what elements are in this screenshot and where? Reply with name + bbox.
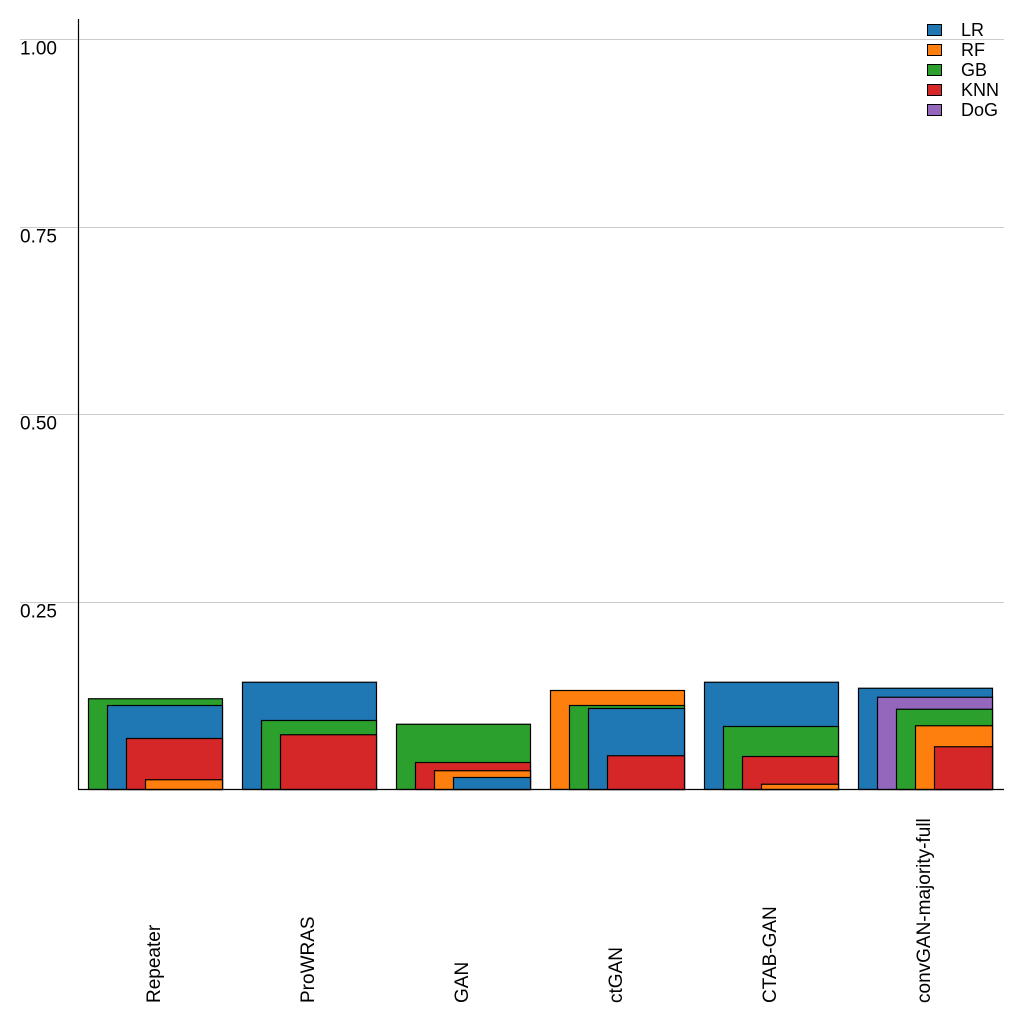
y-tick-label: 1.00 (20, 39, 57, 60)
legend-item-LR: LR (927, 20, 984, 40)
legend-item-GB: GB (927, 60, 987, 80)
bar-group-ctGAN (549, 689, 686, 791)
legend-item-RF: RF (927, 40, 985, 60)
bar-group-CTAB-GAN (703, 681, 840, 791)
bar-KNN-ProWRAS (279, 734, 378, 791)
bar-LR-GAN (452, 776, 532, 791)
legend-swatch (927, 84, 942, 96)
legend-label: GB (961, 60, 987, 80)
gridlines (20, 39, 1004, 603)
bar-group-GAN (395, 723, 532, 791)
legend-item-KNN: KNN (927, 80, 999, 100)
x-tick-label: convGAN-majority-full (914, 818, 935, 1003)
legend-swatch (927, 24, 942, 36)
y-tick-label: 0.75 (20, 227, 57, 248)
legend-item-DoG: DoG (927, 100, 998, 120)
x-tick-label: ctGAN (606, 947, 627, 1003)
x-tick-label: CTAB-GAN (760, 906, 781, 1003)
legend-label: LR (961, 20, 984, 40)
legend-swatch (927, 64, 942, 76)
x-tick-label: GAN (452, 962, 473, 1003)
y-tick-labels: 0.25 0.50 0.75 1.00 (20, 39, 57, 623)
bar-KNN-ctGAN (606, 755, 686, 791)
legend-label: DoG (961, 100, 998, 120)
x-tick-labels: Repeater ProWRAS GAN ctGAN CTAB-GAN convGAN-m… (144, 818, 935, 1003)
legend-swatch (927, 104, 942, 116)
x-tick-label: ProWRAS (298, 916, 319, 1003)
bar-group-ProWRAS (241, 681, 378, 791)
bars (87, 681, 994, 791)
y-tick-label: 0.25 (20, 602, 57, 623)
bar-group-convGAN-majority-full (857, 687, 994, 791)
bar-group-Repeater (87, 698, 224, 791)
legend-swatch (927, 44, 942, 56)
legend-label: KNN (961, 80, 999, 100)
legend-label: RF (961, 40, 985, 60)
bar-KNN-convGAN-majority-full (933, 746, 994, 791)
x-tick-label: Repeater (144, 924, 165, 1003)
y-tick-label: 0.50 (20, 414, 57, 435)
bar-RF-Repeater (144, 779, 224, 791)
bar-RF-CTAB-GAN (760, 783, 840, 791)
